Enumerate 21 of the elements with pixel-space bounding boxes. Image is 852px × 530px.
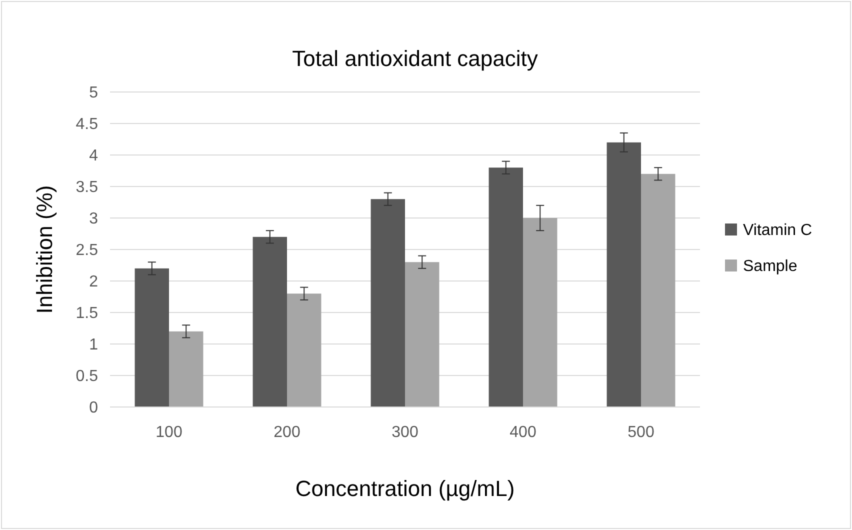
- x-tick-label: 300: [392, 424, 418, 441]
- y-tick-label: 1: [89, 336, 98, 354]
- y-tick-label: 3.5: [76, 179, 98, 196]
- chart-title: Total antioxidant capacity: [292, 46, 538, 71]
- y-tick-label: 5: [89, 84, 98, 102]
- y-axis-title: Inhibition (%): [32, 185, 57, 314]
- y-tick-label: 1.5: [76, 305, 98, 322]
- y-tick-label: 2.5: [76, 242, 98, 260]
- x-tick-label: 400: [510, 424, 536, 441]
- legend-label: Sample: [743, 258, 798, 276]
- x-tick-label: 500: [628, 424, 654, 441]
- y-tick-label: 4.5: [76, 116, 98, 134]
- y-tick-label: 3: [89, 210, 98, 228]
- y-tick-label: 2: [89, 274, 98, 291]
- y-tick-label: 4: [89, 148, 98, 165]
- y-tick-label: 0: [89, 400, 98, 417]
- x-tick-label: 200: [274, 424, 300, 441]
- legend-label: Vitamin C: [743, 222, 812, 240]
- x-axis-title: Concentration (µg/mL): [295, 476, 515, 501]
- y-tick-label: 0.5: [76, 368, 98, 386]
- x-tick-label: 100: [156, 424, 182, 441]
